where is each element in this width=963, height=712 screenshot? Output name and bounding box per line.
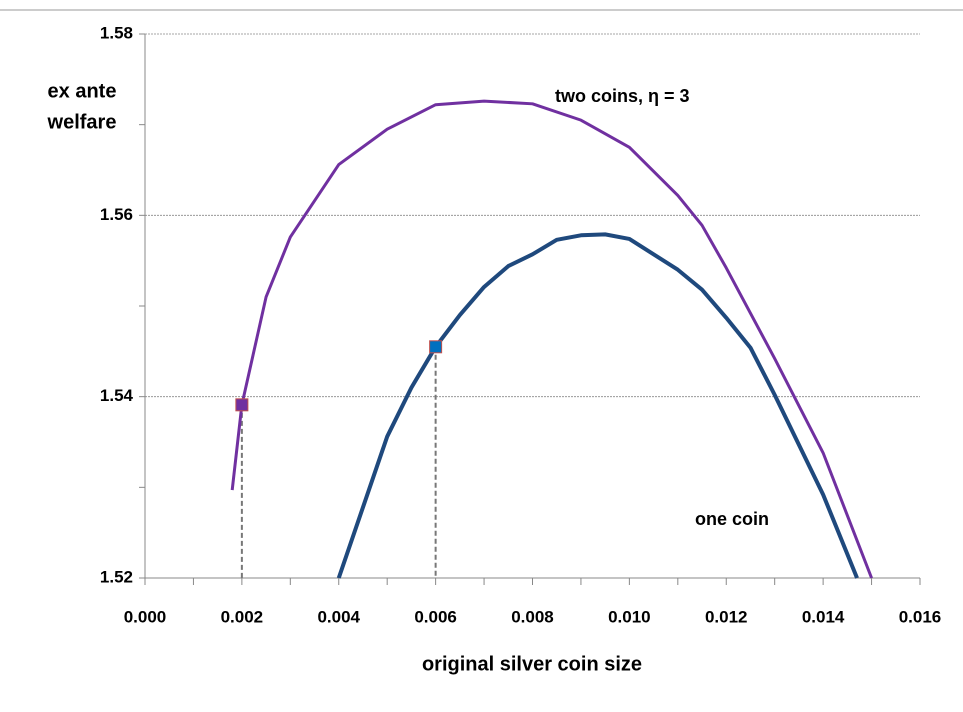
line-series <box>230 99 873 579</box>
y-axis-label: welfare <box>47 111 117 133</box>
x-tick-label: 0.010 <box>608 607 651 626</box>
x-tick-label: 0.000 <box>124 607 167 626</box>
x-tick-label: 0.004 <box>317 607 360 626</box>
series-label: two coins, η = 3 <box>555 86 690 106</box>
marker <box>429 340 443 354</box>
series-label: one coin <box>695 509 769 529</box>
y-tick-label: 1.54 <box>100 386 134 405</box>
x-tick-label: 0.014 <box>802 607 845 626</box>
y-tick-label: 1.56 <box>100 205 133 224</box>
x-tick-label: 0.002 <box>221 607 264 626</box>
x-tick-label: 0.016 <box>899 607 942 626</box>
y-tick-label: 1.58 <box>100 23 133 42</box>
x-tick-label: 0.012 <box>705 607 748 626</box>
line-series <box>336 232 859 579</box>
y-tick-label: 1.52 <box>100 567 133 586</box>
marker <box>235 398 249 412</box>
x-axis-label: original silver coin size <box>422 653 642 675</box>
y-axis-label: ex ante <box>48 80 117 102</box>
x-tick-label: 0.006 <box>414 607 457 626</box>
x-tick-label: 0.008 <box>511 607 554 626</box>
